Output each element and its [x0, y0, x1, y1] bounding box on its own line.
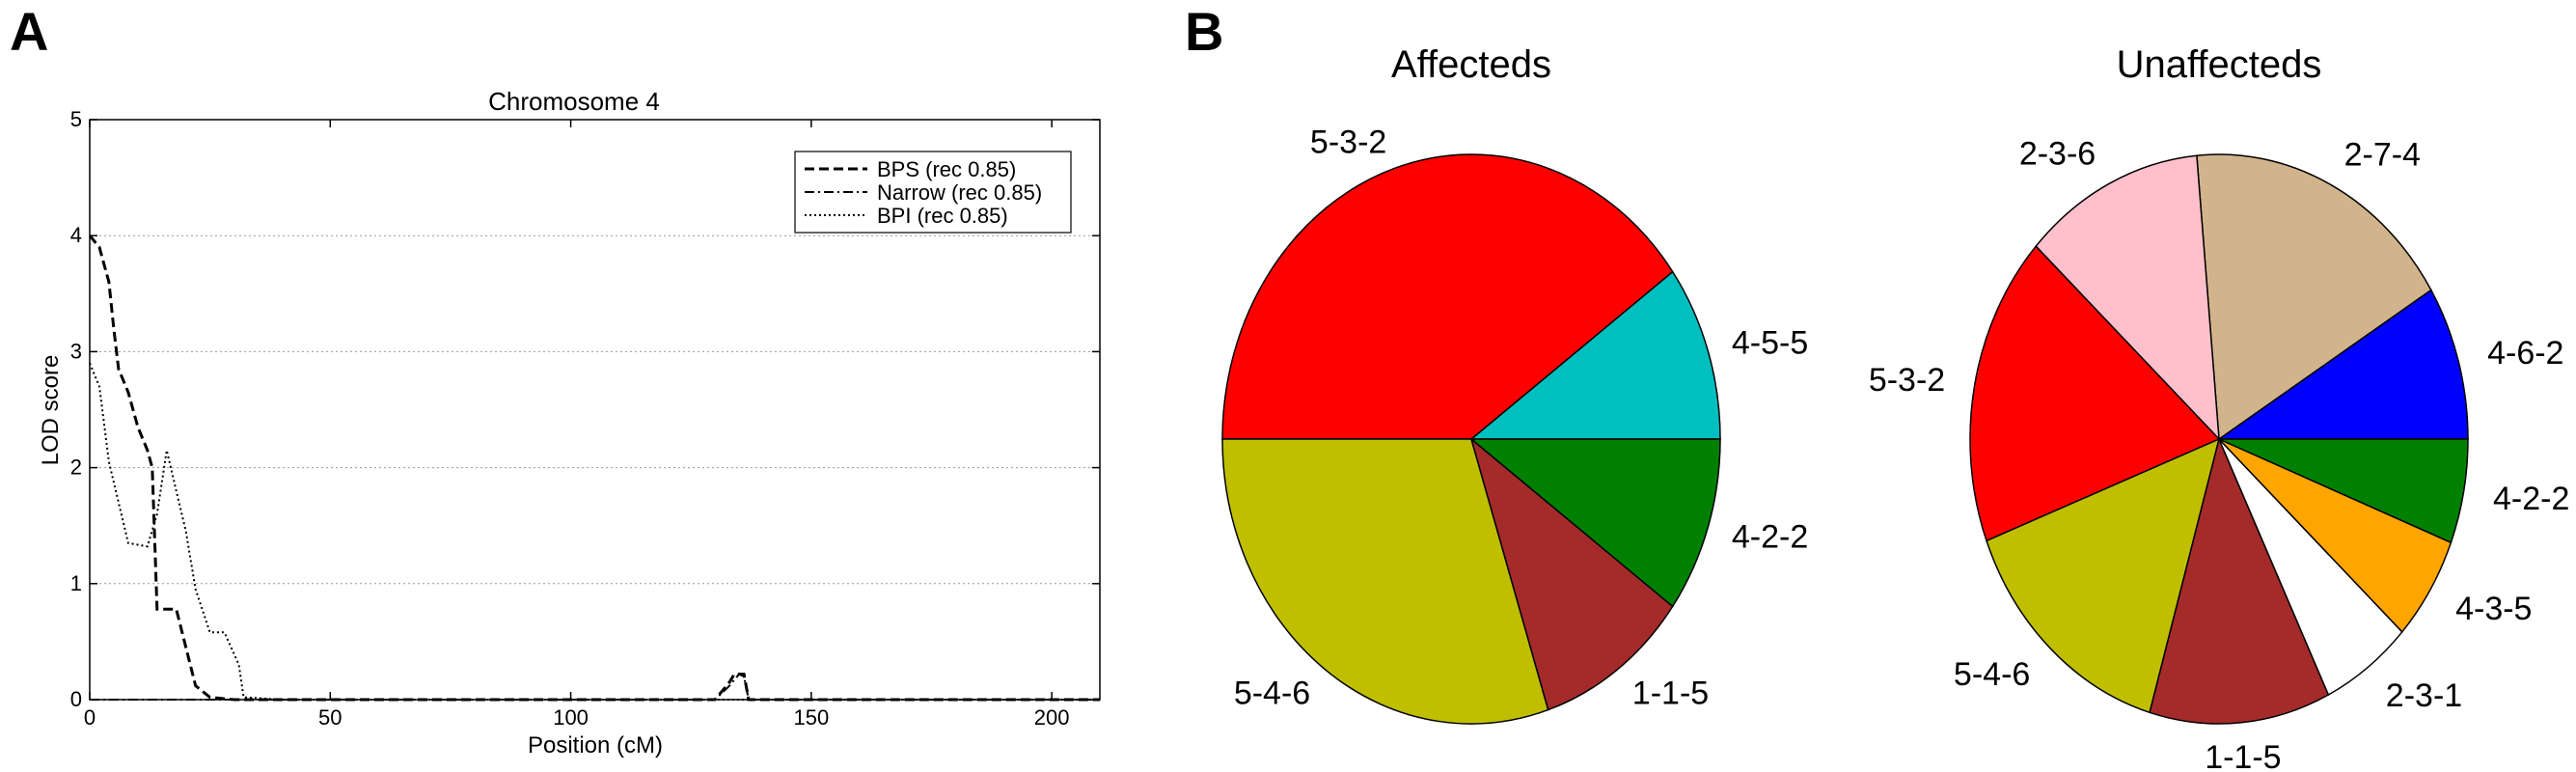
pie-slice-label: 5-4-6 [1234, 676, 1310, 712]
series-line-2 [90, 673, 1100, 701]
x-tick-label: 50 [318, 705, 342, 730]
series-line-1 [88, 234, 1100, 702]
pie-slice-label: 5-4-6 [1954, 656, 2030, 693]
legend: BPS (rec 0.85)Narrow (rec 0.85)BPI (rec … [794, 151, 1072, 234]
y-tick-label: 0 [70, 687, 82, 711]
legend-label: Narrow (rec 0.85) [877, 180, 1042, 205]
y-tick-label: 5 [70, 107, 82, 131]
pie-slice-5-3-2 [1969, 245, 2221, 542]
chart-title: Chromosome 4 [488, 87, 660, 116]
pie-title-unaffecteds: Unaffecteds [2117, 43, 2322, 86]
pie-slice-label: 4-6-2 [2487, 335, 2563, 372]
pie-slice-4-2-2 [1468, 438, 1721, 608]
y-tick-label: 2 [70, 455, 82, 480]
pie-slice-4-6-2 [2216, 289, 2469, 440]
pie-slice-4-5-5 [1468, 270, 1721, 440]
plot-frame [89, 119, 1101, 701]
x-tick-label: 200 [1034, 705, 1070, 730]
pie-slice-label: 4-5-5 [1732, 325, 1808, 362]
lod-line-chart: Chromosome 4 Position (cM) LOD score 0 1 2… [38, 87, 1101, 758]
panel-label-a: A [10, 1, 48, 62]
legend-label: BPS (rec 0.85) [877, 157, 1016, 181]
pie-slice-5-4-6 [1986, 437, 2221, 714]
pie-slice-label: 4-3-5 [2455, 591, 2532, 627]
series-line-3 [89, 363, 1100, 701]
legend-label: BPI (rec 0.85) [877, 204, 1008, 228]
x-tick-label: 100 [553, 705, 589, 730]
y-tick-label: 3 [70, 339, 82, 363]
pie-slice-label: 2-3-6 [2019, 136, 2096, 173]
pie-slice-2-7-4 [2196, 153, 2432, 441]
pie-slice-4-2-2 [2218, 438, 2469, 544]
pie-slice-5-4-6 [1221, 438, 1549, 725]
pie-slice-1-1-5 [2149, 436, 2330, 725]
pie-slice-label: 4-2-2 [1732, 518, 1808, 555]
x-tick-label: 0 [84, 705, 96, 730]
y-tick-label: 1 [70, 571, 82, 595]
legend-box [794, 151, 1072, 234]
pie-slice-1-1-5 [1469, 436, 1674, 711]
y-tick-label: 4 [70, 223, 82, 247]
x-axis-label: Position (cM) [528, 732, 663, 758]
pie-slice-label: 2-3-1 [2386, 677, 2462, 714]
pie-slice-label: 4-2-2 [2493, 481, 2569, 517]
pie-slice-label: 2-7-4 [2344, 137, 2421, 174]
x-tick-label: 150 [793, 705, 829, 730]
pie-title-affecteds: Affecteds [1391, 43, 1551, 86]
pie-slice-label: 5-3-2 [1869, 362, 1945, 399]
pie-slice-5-3-2 [1221, 153, 1674, 440]
pie-slice-label: 1-1-5 [1632, 676, 1709, 712]
y-axis-label: LOD score [38, 355, 64, 466]
panel-label-b: B [1185, 1, 1223, 62]
unaffecteds-pie-chart: Unaffecteds 4-6-2 2-7-4 2-3-6 5-3-2 5-4-6 1-1… [1869, 43, 2570, 772]
pie-slice-label: 5-3-2 [1310, 124, 1386, 160]
pie-slice-2-3-6 [2035, 154, 2220, 442]
pie-slice-label: 1-1-5 [2205, 739, 2281, 772]
affecteds-pie-chart: Affecteds 4-5-5 5-3-2 5-4-6 1-1-5 4-2-2 [1221, 43, 1808, 725]
